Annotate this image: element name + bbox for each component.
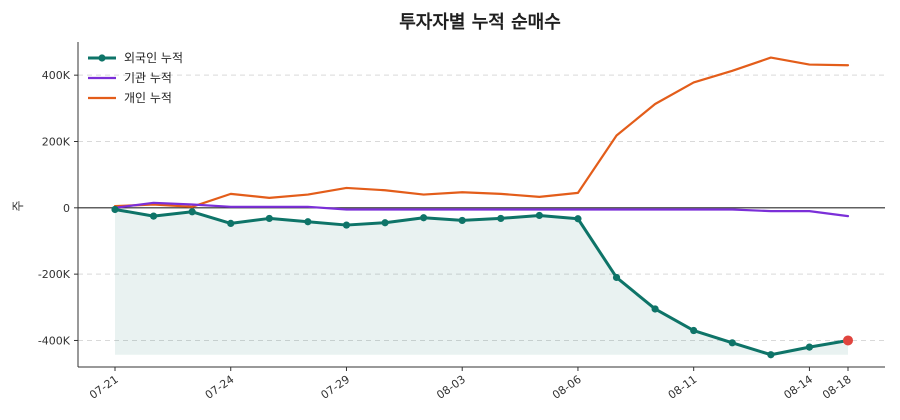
data-point (188, 208, 196, 216)
series-line-1 (113, 201, 850, 218)
chart-title: 투자자별 누적 순매수 (399, 12, 561, 33)
data-point (574, 215, 582, 223)
legend-marker (98, 54, 106, 62)
x-tick-label: 08-14 (781, 373, 815, 402)
series-line-2 (113, 56, 850, 208)
x-tick-label: 07-24 (203, 373, 237, 402)
data-point (535, 211, 543, 220)
y-tick-label: -400K (38, 334, 71, 347)
data-point (149, 212, 158, 220)
x-tick-label: 08-11 (666, 373, 700, 402)
data-point (728, 339, 736, 347)
axes (74, 42, 885, 371)
x-tick-label: 08-18 (820, 373, 854, 402)
data-point (497, 214, 505, 223)
data-point (767, 351, 775, 359)
data-point (690, 326, 698, 335)
legend-entry: 기관 누적 (124, 71, 172, 85)
y-tick-label: 400K (42, 69, 71, 82)
series-lines (111, 56, 853, 359)
data-point (805, 343, 814, 351)
data-point (111, 205, 119, 214)
area-fills (115, 209, 848, 355)
data-point (651, 305, 659, 313)
legend-entry: 외국인 누적 (124, 51, 183, 65)
series-area-fill (115, 209, 848, 355)
data-point (265, 214, 273, 223)
x-tick-label: 08-03 (434, 373, 468, 402)
data-point (420, 214, 428, 222)
data-point (612, 273, 621, 282)
last-point-marker (843, 335, 853, 346)
data-point (227, 219, 235, 228)
series-line-0 (113, 207, 850, 357)
y-tick-label: 0 (63, 202, 70, 215)
x-tick-label: 07-21 (87, 373, 121, 402)
data-point (304, 218, 312, 226)
data-point (342, 221, 351, 229)
legend-entry: 개인 누적 (124, 91, 172, 105)
y-axis-label: 주 (11, 200, 25, 211)
data-point (381, 219, 389, 227)
x-tick-label: 08-06 (550, 373, 584, 402)
x-tick-label: 07-29 (319, 373, 353, 402)
data-point (458, 216, 466, 225)
y-tick-label: -200K (38, 268, 71, 281)
y-tick-label: 200K (42, 135, 71, 148)
